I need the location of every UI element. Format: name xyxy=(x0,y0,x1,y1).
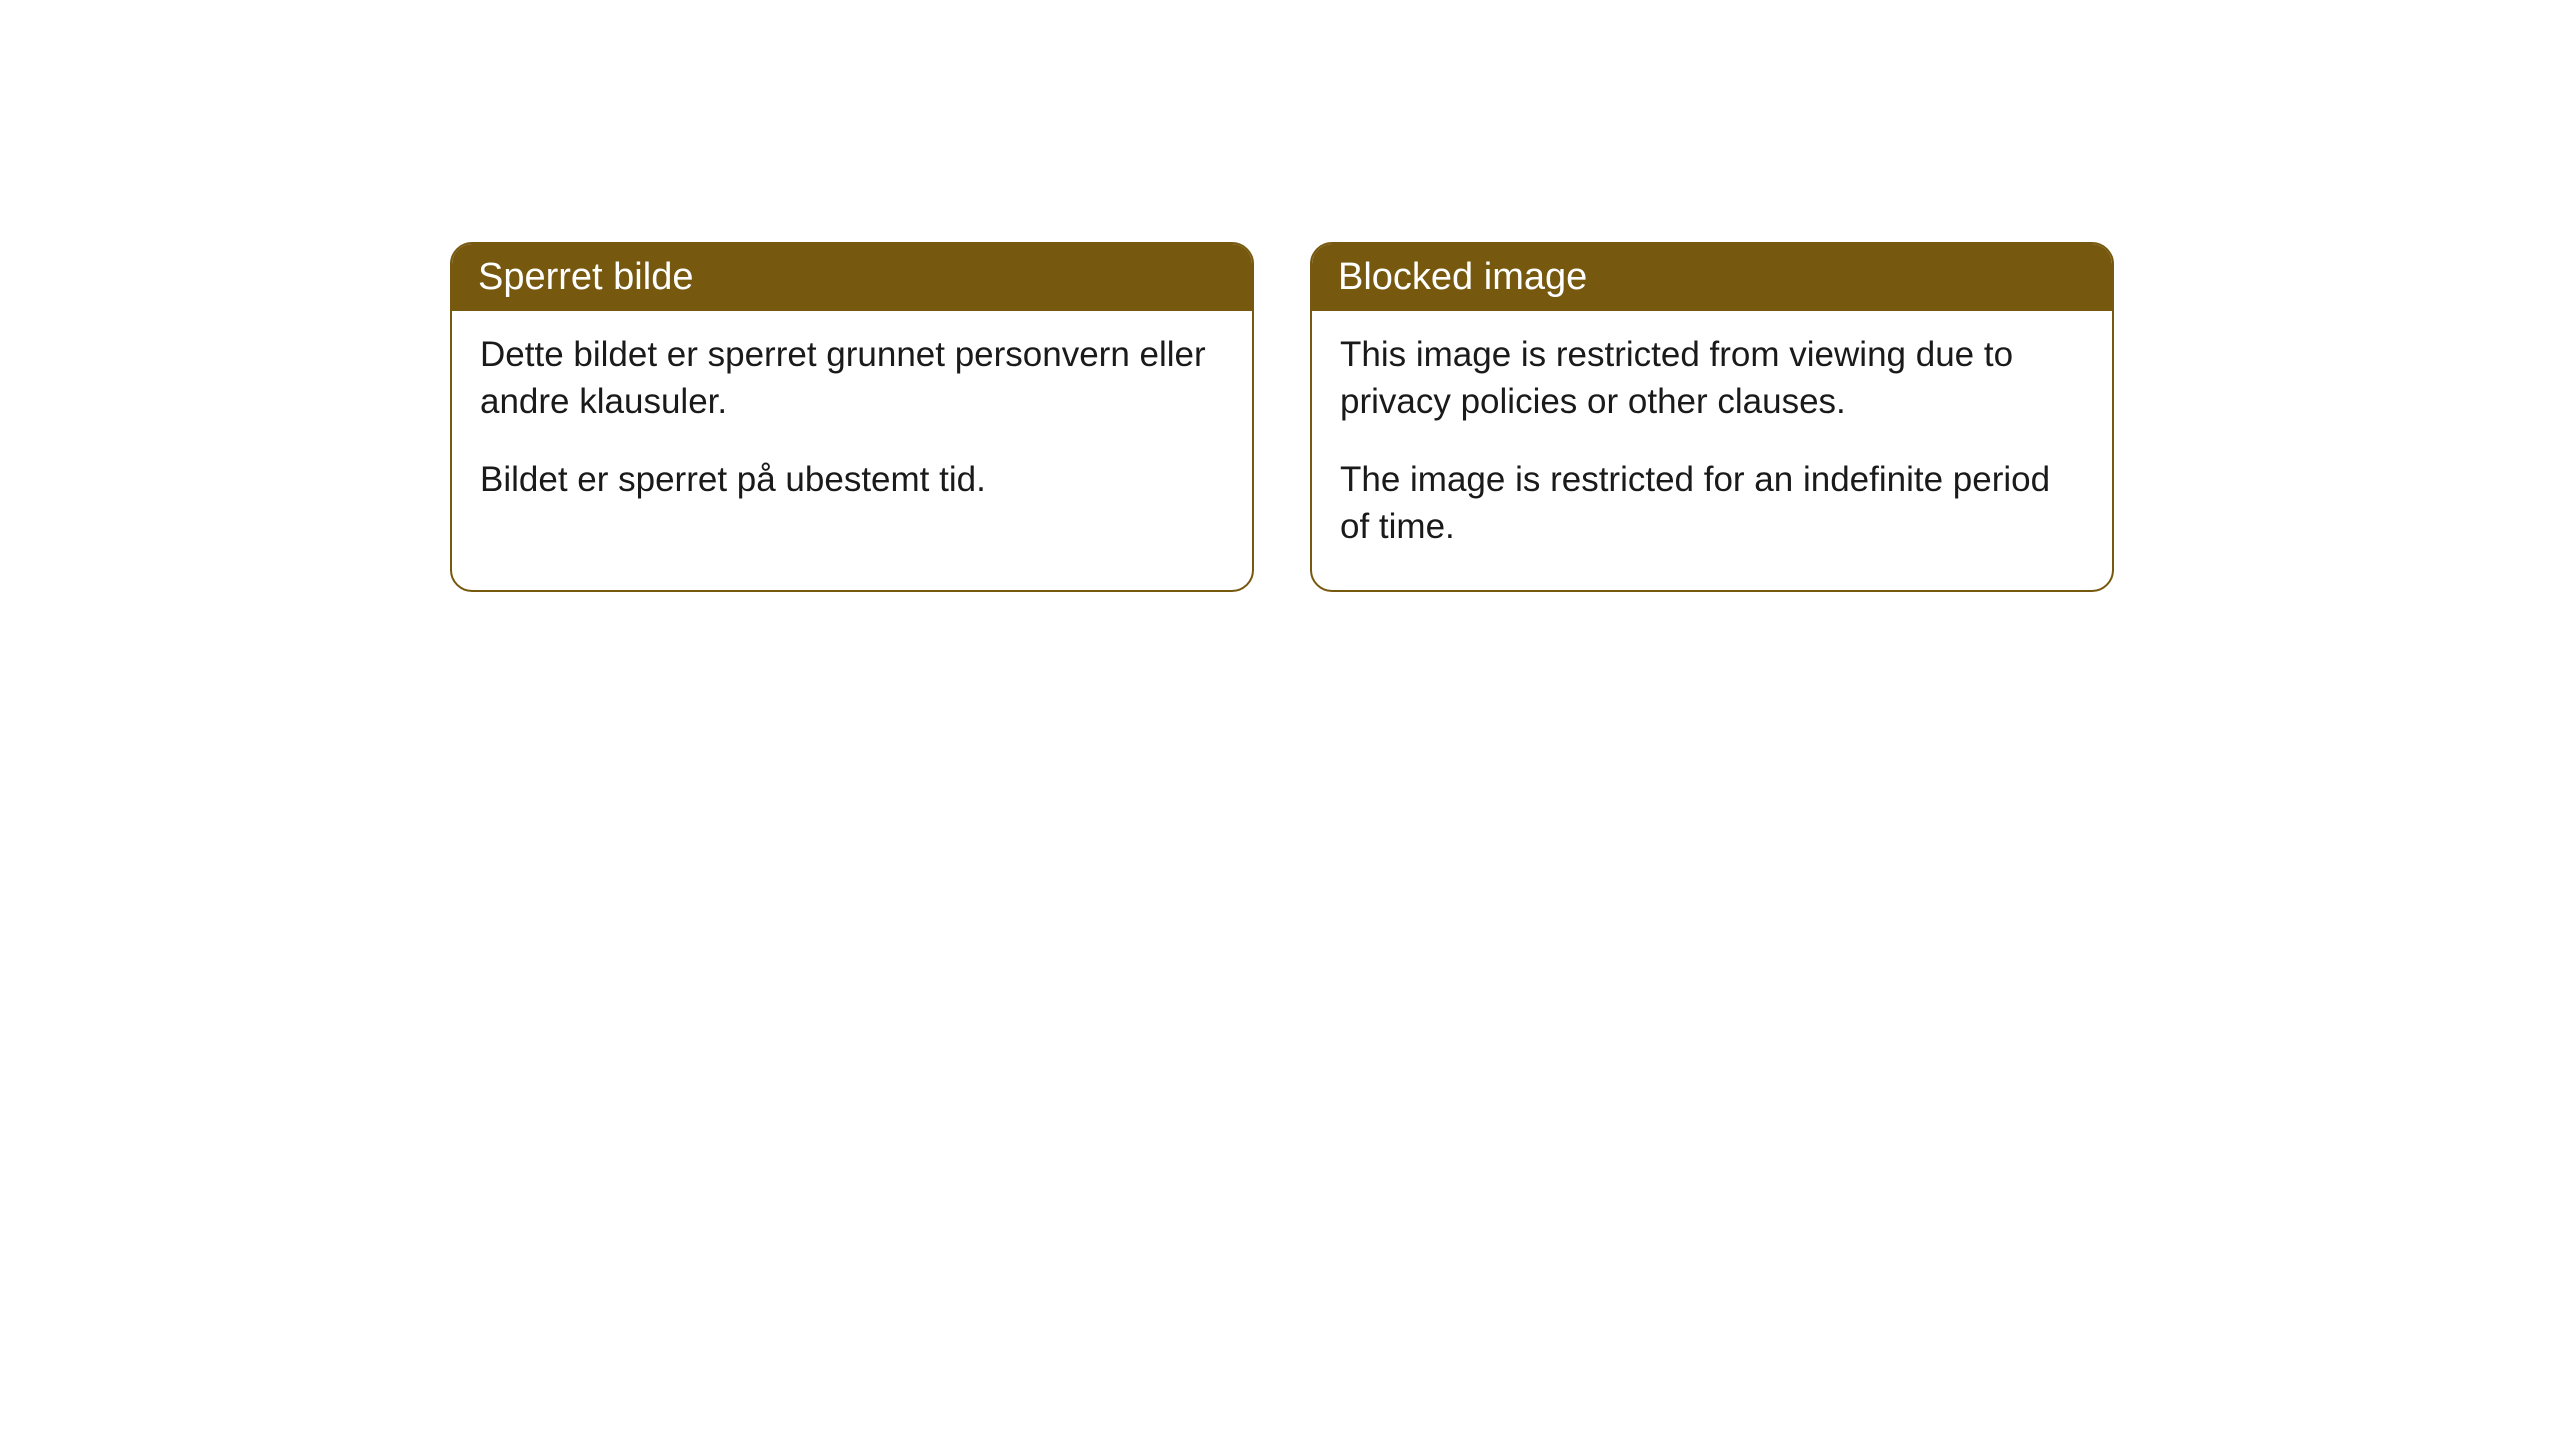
notice-cards-container: Sperret bilde Dette bildet er sperret gr… xyxy=(450,242,2114,592)
card-paragraph-1-english: This image is restricted from viewing du… xyxy=(1340,331,2084,426)
blocked-image-card-english: Blocked image This image is restricted f… xyxy=(1310,242,2114,592)
card-paragraph-2-norwegian: Bildet er sperret på ubestemt tid. xyxy=(480,456,1224,503)
card-body-english: This image is restricted from viewing du… xyxy=(1312,311,2112,590)
card-body-norwegian: Dette bildet er sperret grunnet personve… xyxy=(452,311,1252,543)
blocked-image-card-norwegian: Sperret bilde Dette bildet er sperret gr… xyxy=(450,242,1254,592)
card-header-norwegian: Sperret bilde xyxy=(452,244,1252,311)
card-header-english: Blocked image xyxy=(1312,244,2112,311)
card-paragraph-2-english: The image is restricted for an indefinit… xyxy=(1340,456,2084,551)
card-paragraph-1-norwegian: Dette bildet er sperret grunnet personve… xyxy=(480,331,1224,426)
